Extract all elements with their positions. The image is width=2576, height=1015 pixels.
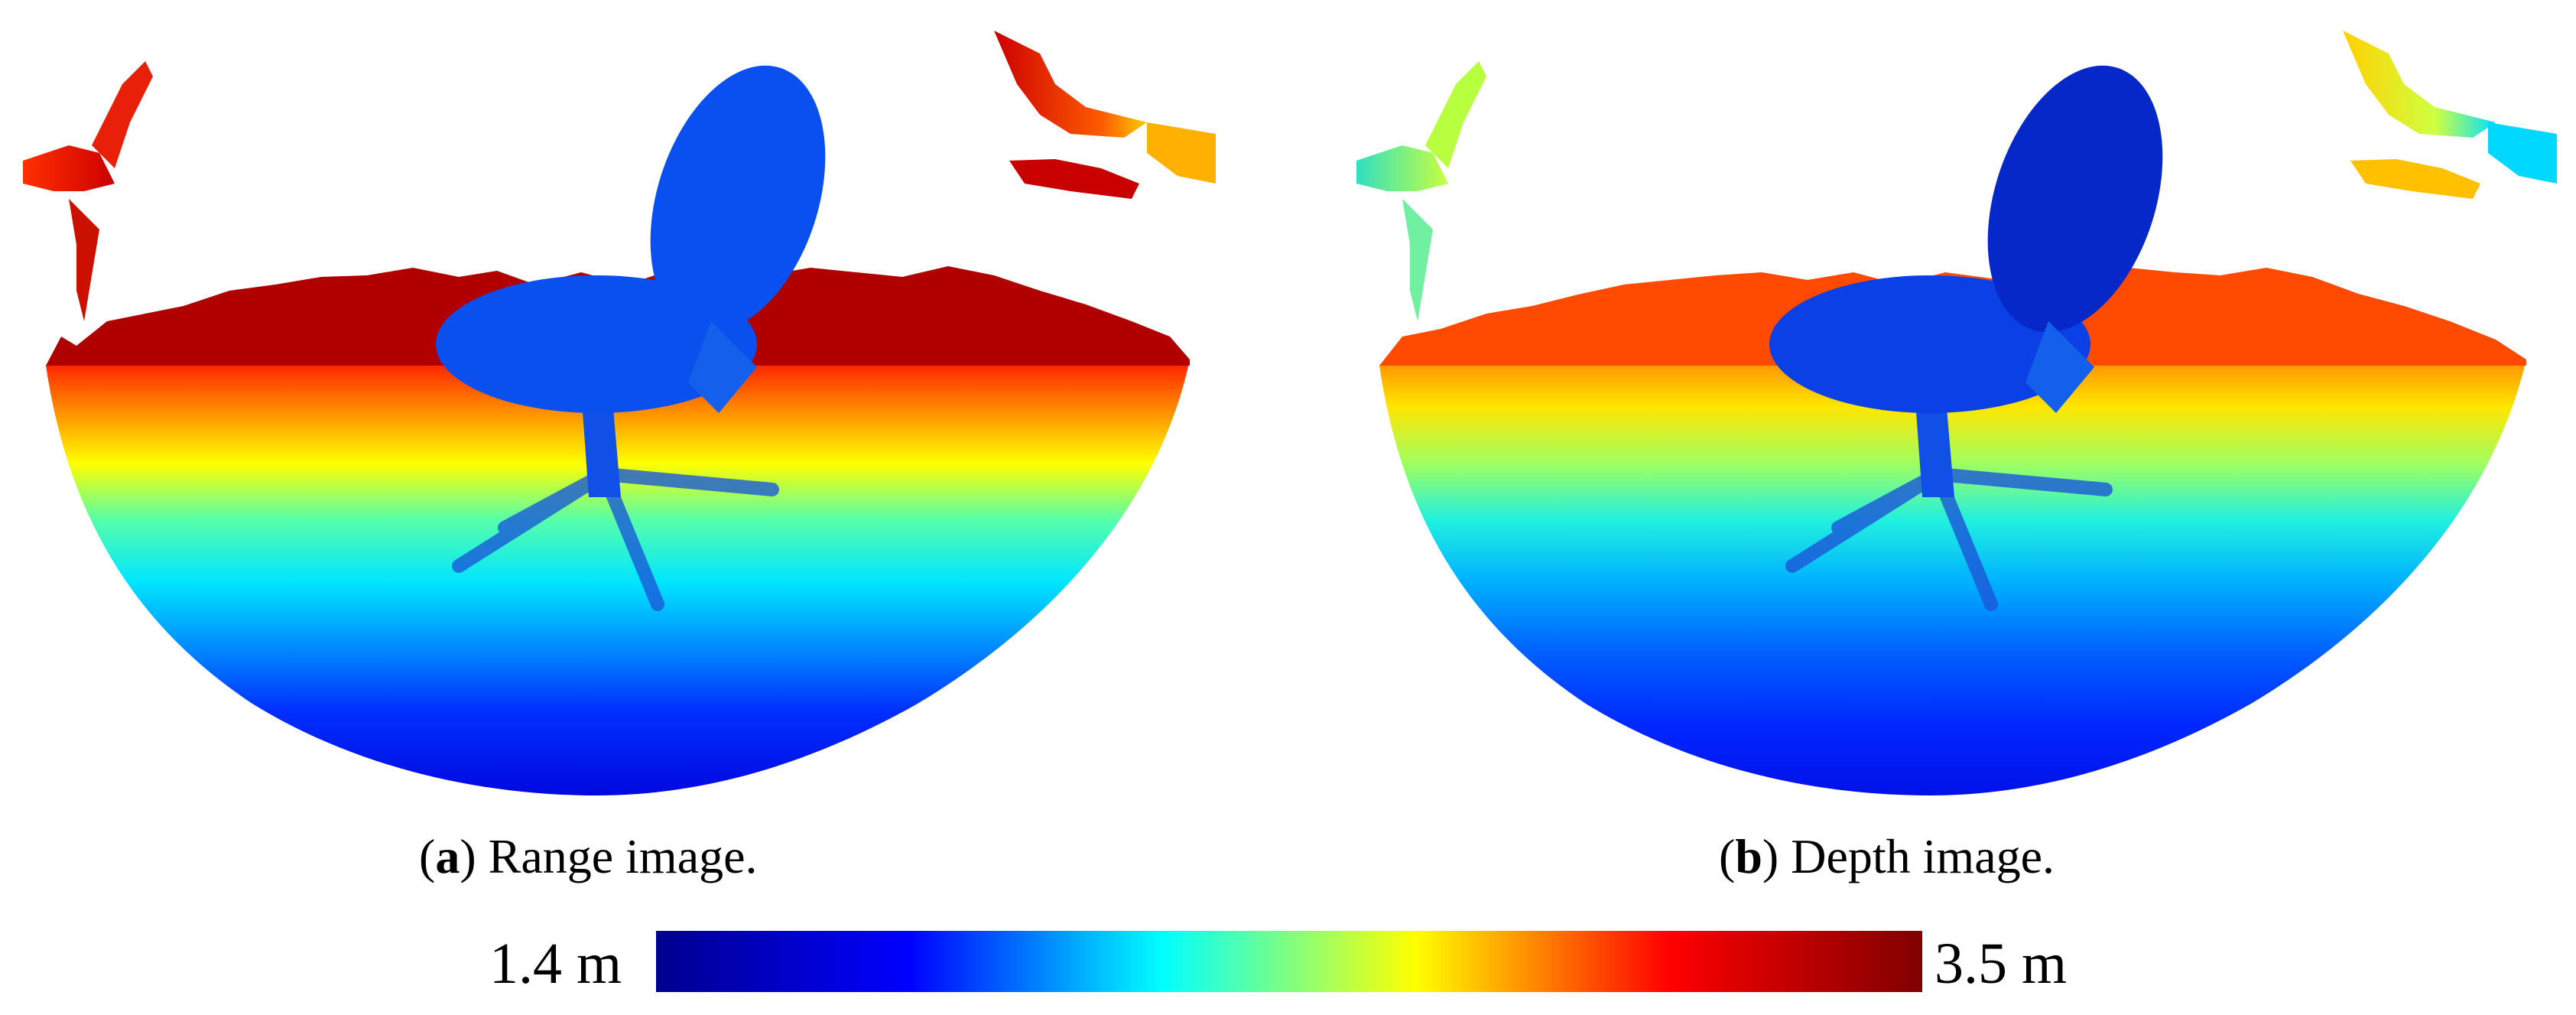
- chair-stem: [581, 390, 621, 497]
- caption-a: (a) Range image.: [419, 829, 758, 883]
- background-objects-left: [23, 61, 153, 321]
- colorbar: [656, 931, 1922, 992]
- colorbar-max-label: 3.5 m: [1934, 932, 2068, 996]
- caption-a-letter: a: [435, 829, 460, 883]
- caption-b-text: Depth image.: [1791, 829, 2055, 883]
- depth-image-panel: [1288, 0, 2575, 811]
- caption-b: (b) Depth image.: [1719, 829, 2055, 883]
- depth-image: [1356, 31, 2557, 796]
- floor-region: [46, 295, 1190, 796]
- caption-b-letter: b: [1735, 829, 1762, 883]
- caption-a-text: Range image.: [488, 829, 758, 883]
- background-objects-left: [1356, 61, 1486, 321]
- chair-back: [1987, 65, 2163, 333]
- range-image-panel: [0, 0, 1288, 811]
- floor-region: [1379, 295, 2526, 796]
- chair-back: [650, 65, 826, 333]
- background-objects-right: [994, 31, 1216, 199]
- colorbar-min-label: 1.4 m: [489, 932, 622, 996]
- range-image: [23, 31, 1216, 796]
- background-objects-right: [2343, 31, 2557, 199]
- chair-stem: [1915, 390, 1954, 497]
